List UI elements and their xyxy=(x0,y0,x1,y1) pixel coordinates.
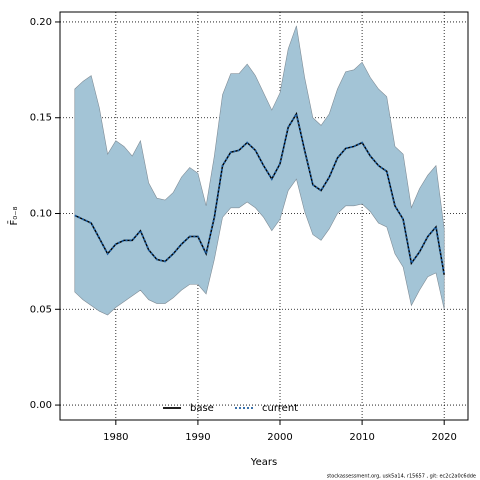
footer-annotation: stockassessment.org, usk5a14, r15657 , g… xyxy=(327,474,476,480)
confidence-band xyxy=(74,25,445,316)
series-line xyxy=(74,111,446,275)
y-tick-label: 0.10 xyxy=(30,209,52,220)
x-tick-label: 2000 xyxy=(267,432,292,443)
x-tick-label: 1980 xyxy=(103,432,128,443)
x-tick-label: 2010 xyxy=(349,432,374,443)
x-tick-label: 2020 xyxy=(431,432,456,443)
legend-label: current xyxy=(262,403,298,414)
x-axis-label: Years xyxy=(250,457,277,468)
y-tick-label: 0.05 xyxy=(30,304,52,315)
plot-frame xyxy=(59,11,469,421)
y-tick-label: 0.20 xyxy=(30,17,52,28)
y-tick-label: 0.00 xyxy=(30,400,52,411)
legend-label: base xyxy=(190,403,214,414)
x-tick-label: 1990 xyxy=(185,432,210,443)
y-tick-label: 0.15 xyxy=(30,113,52,124)
y-axis-label: F̄₀₋₈ xyxy=(7,206,20,225)
